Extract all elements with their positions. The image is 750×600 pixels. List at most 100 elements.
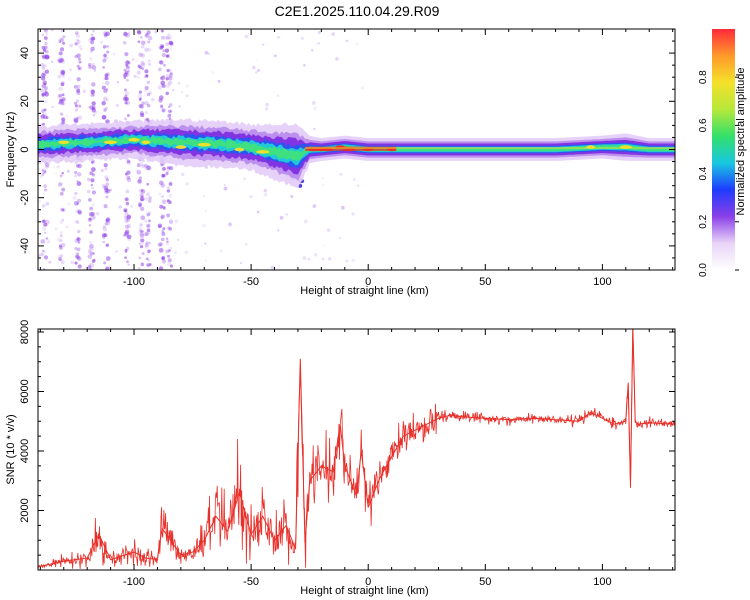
noise-dot	[145, 74, 149, 78]
noise-dot	[59, 254, 64, 258]
noise-dot	[45, 201, 50, 206]
noise-dot	[126, 159, 131, 164]
noise-dot	[57, 58, 61, 62]
noise-dot	[147, 249, 151, 254]
noise-dot	[60, 242, 66, 248]
noise-dot	[116, 81, 120, 84]
colorbar: 0.0 0.2 0.4 0.6 0.8 Normalized spectral ampli…	[698, 29, 747, 277]
noise-dot	[143, 93, 147, 97]
noise-dot	[147, 211, 152, 215]
noise-dot	[50, 60, 54, 63]
ridge-hotspot	[197, 142, 211, 147]
noise-dot	[45, 32, 49, 36]
noise-dot	[74, 104, 78, 108]
noise-dot	[168, 249, 171, 252]
noise-dot	[139, 35, 143, 39]
noise-dot	[141, 195, 144, 198]
noise-dot	[116, 104, 119, 107]
noise-dot	[160, 215, 164, 220]
noise-dot	[176, 238, 180, 242]
noise-dot	[168, 113, 172, 117]
noise-dot	[73, 117, 78, 123]
noise-dot	[312, 204, 317, 208]
noise-dot	[146, 117, 150, 121]
noise-dot	[51, 29, 54, 32]
noise-dot	[62, 116, 66, 120]
noise-dot	[123, 209, 127, 213]
noise-dot	[159, 60, 164, 65]
noise-dot	[204, 209, 207, 212]
noise-dot	[66, 202, 71, 207]
noise-dot	[77, 57, 82, 61]
noise-dot	[89, 241, 92, 244]
noise-dot	[95, 211, 100, 216]
noise-dot	[77, 38, 80, 41]
noise-dot	[60, 101, 65, 106]
noise-dot	[139, 159, 144, 164]
noise-dot	[256, 210, 260, 214]
noise-dot	[163, 63, 166, 67]
noise-dot	[77, 241, 81, 244]
noise-dot	[106, 72, 110, 76]
noise-dot	[141, 242, 144, 246]
noise-dot	[140, 44, 145, 49]
noise-dot	[105, 106, 109, 110]
noise-dot	[127, 31, 131, 35]
noise-dot	[144, 219, 148, 223]
noise-dot	[139, 230, 143, 234]
noise-dot	[166, 186, 171, 190]
noise-dot	[140, 61, 145, 66]
noise-dot	[165, 237, 169, 241]
noise-dot	[91, 108, 97, 113]
noise-dot	[141, 40, 146, 46]
noise-dot	[146, 92, 151, 97]
noise-dot	[180, 90, 184, 94]
noise-dot	[166, 240, 169, 244]
noise-dot	[73, 84, 78, 89]
noise-dot	[185, 94, 189, 98]
noise-dot	[167, 109, 172, 113]
noise-dot	[53, 166, 56, 169]
noise-dot	[61, 59, 66, 64]
noise-dot	[76, 179, 79, 183]
noise-dot	[138, 188, 144, 194]
noise-dot	[40, 123, 43, 126]
noise-dot	[59, 231, 63, 235]
colorbar-gradient	[712, 29, 735, 270]
noise-dot	[158, 95, 164, 101]
noise-dot	[59, 239, 63, 243]
noise-dot	[228, 222, 232, 227]
noise-dot	[185, 181, 189, 186]
noise-dot	[313, 106, 317, 111]
noise-dot	[136, 70, 141, 75]
noise-dot	[91, 65, 97, 70]
noise-dot	[100, 240, 104, 243]
noise-dot	[172, 88, 175, 92]
noise-dot	[290, 195, 294, 198]
noise-dot	[40, 114, 46, 119]
noise-dot	[161, 35, 166, 40]
noise-dot	[145, 257, 149, 261]
noise-dot	[126, 260, 129, 264]
noise-dot	[78, 104, 82, 108]
noise-dot	[158, 180, 164, 185]
colorbar-tick-label: 0.0	[698, 263, 709, 277]
noise-dot	[154, 30, 158, 34]
noise-dot	[45, 116, 49, 120]
noise-dot	[162, 227, 166, 231]
noise-dot	[159, 45, 164, 50]
noise-dot	[124, 172, 128, 176]
noise-dot	[124, 218, 129, 224]
noise-dot	[92, 113, 96, 117]
noise-dot	[45, 237, 49, 240]
noise-dot	[126, 214, 132, 220]
noise-dot	[91, 215, 96, 220]
noise-dot	[59, 47, 65, 52]
noise-dot	[61, 218, 65, 222]
noise-dot	[335, 57, 339, 61]
noise-dot	[146, 182, 150, 186]
noise-dot	[124, 231, 129, 236]
noise-dot	[87, 266, 92, 270]
noise-dot	[338, 236, 342, 240]
noise-dot	[74, 261, 78, 265]
